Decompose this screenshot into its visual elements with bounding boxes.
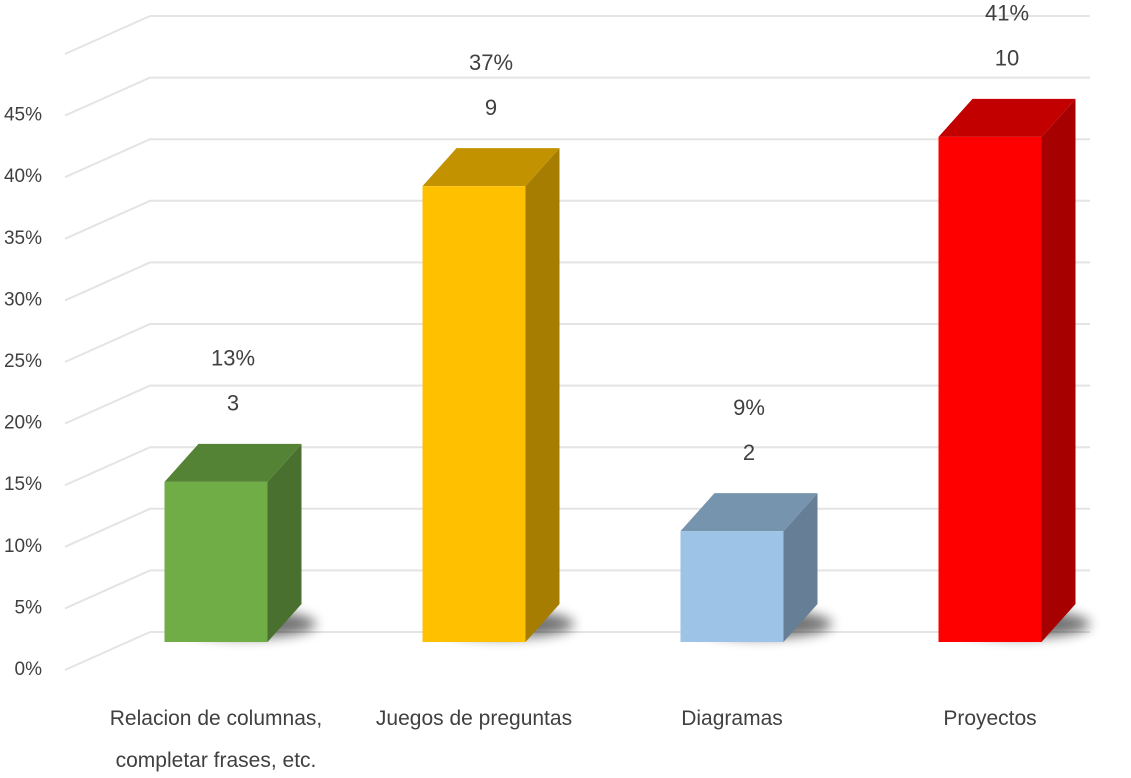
bar <box>680 531 784 642</box>
x-tick-label: Relacion de columnas, completar frases, … <box>109 707 323 772</box>
grid-line <box>64 323 1090 363</box>
count-label: 2 <box>743 440 755 465</box>
bar <box>164 481 268 642</box>
data-label: 41% <box>985 1 1029 26</box>
bar-side <box>525 148 560 642</box>
grid-line <box>64 76 1090 117</box>
count-label: 10 <box>995 46 1019 71</box>
grid-line <box>64 446 1090 487</box>
y-tick-label: 40% <box>4 166 42 187</box>
y-tick-label: 0% <box>15 659 43 680</box>
bar-side <box>267 443 302 642</box>
bar-side <box>783 493 818 642</box>
y-tick-label: 15% <box>4 474 42 495</box>
grid-line <box>64 138 1090 179</box>
y-tick-label: 30% <box>4 289 42 310</box>
x-tick-label: Juegos de preguntas <box>375 707 573 730</box>
x-tick-label: Proyectos <box>943 707 1037 730</box>
y-tick-label: 20% <box>4 413 42 434</box>
count-label: 9 <box>485 95 497 120</box>
wall-edge <box>64 15 1090 55</box>
y-tick-label: 35% <box>4 228 42 249</box>
grid-line <box>64 199 1090 240</box>
y-tick-label: 10% <box>4 536 42 557</box>
data-label: 37% <box>469 50 513 75</box>
y-tick-label: 45% <box>4 105 42 126</box>
bar <box>422 186 526 642</box>
grid-line <box>64 384 1090 425</box>
bar-top <box>422 148 560 187</box>
count-label: 3 <box>227 391 239 416</box>
bar <box>938 136 1042 642</box>
data-label: 9% <box>733 395 765 420</box>
bar-side <box>1041 98 1076 642</box>
bar-top <box>680 493 818 532</box>
grid-line <box>64 261 1090 302</box>
bar-top <box>938 98 1076 137</box>
y-tick-label: 5% <box>15 597 43 618</box>
data-label: 13% <box>211 346 255 371</box>
bar-top <box>164 443 302 482</box>
x-tick-label: Diagramas <box>681 707 783 730</box>
y-tick-label: 25% <box>4 351 42 372</box>
